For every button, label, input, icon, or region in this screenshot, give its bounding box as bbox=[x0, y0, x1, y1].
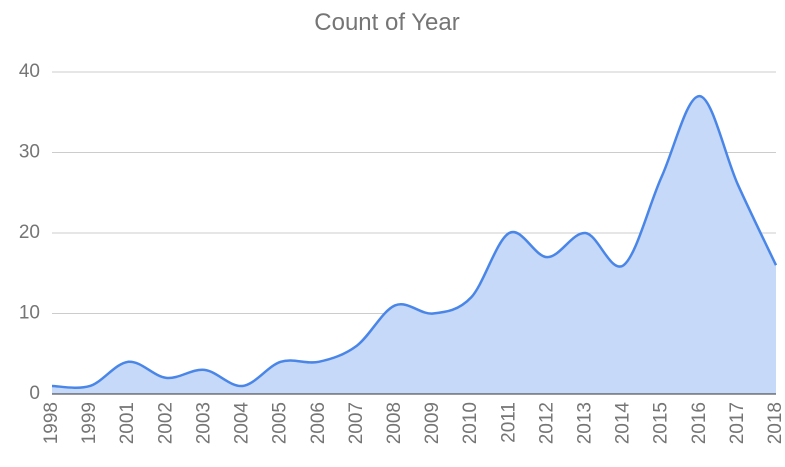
area-fill bbox=[52, 96, 776, 395]
x-tick-label: 1998 bbox=[41, 402, 62, 444]
y-tick-label: 0 bbox=[29, 383, 40, 404]
x-tick-label: 2018 bbox=[765, 402, 785, 444]
x-tick-label: 2001 bbox=[117, 402, 138, 444]
chart-title: Count of Year bbox=[314, 9, 459, 36]
x-tick-label: 2010 bbox=[460, 402, 481, 444]
x-tick-label: 2014 bbox=[613, 402, 634, 445]
x-tick-label: 2008 bbox=[384, 402, 405, 444]
y-tick-label: 10 bbox=[19, 303, 40, 324]
x-tick-label: 2009 bbox=[422, 402, 443, 444]
x-tick-label: 2011 bbox=[498, 402, 519, 443]
x-tick-label: 2003 bbox=[193, 402, 214, 444]
area-line bbox=[51, 94, 778, 389]
x-tick-label: 2012 bbox=[536, 402, 557, 444]
x-tick-label: 2016 bbox=[689, 402, 710, 444]
x-tick-label: 2015 bbox=[651, 402, 672, 444]
x-tick-label: 1999 bbox=[79, 402, 100, 444]
y-tick-label: 20 bbox=[19, 222, 40, 243]
x-tick-label: 2013 bbox=[574, 402, 595, 444]
x-tick-label: 2006 bbox=[308, 402, 329, 444]
x-tick-label: 2017 bbox=[727, 402, 748, 444]
x-tick-label: 2004 bbox=[232, 402, 253, 445]
x-tick-label: 2005 bbox=[270, 402, 291, 444]
y-tick-label: 40 bbox=[19, 61, 40, 82]
x-tick-label: 2002 bbox=[155, 402, 176, 444]
x-tick-label: 2007 bbox=[346, 402, 367, 444]
y-tick-label: 30 bbox=[19, 142, 40, 163]
